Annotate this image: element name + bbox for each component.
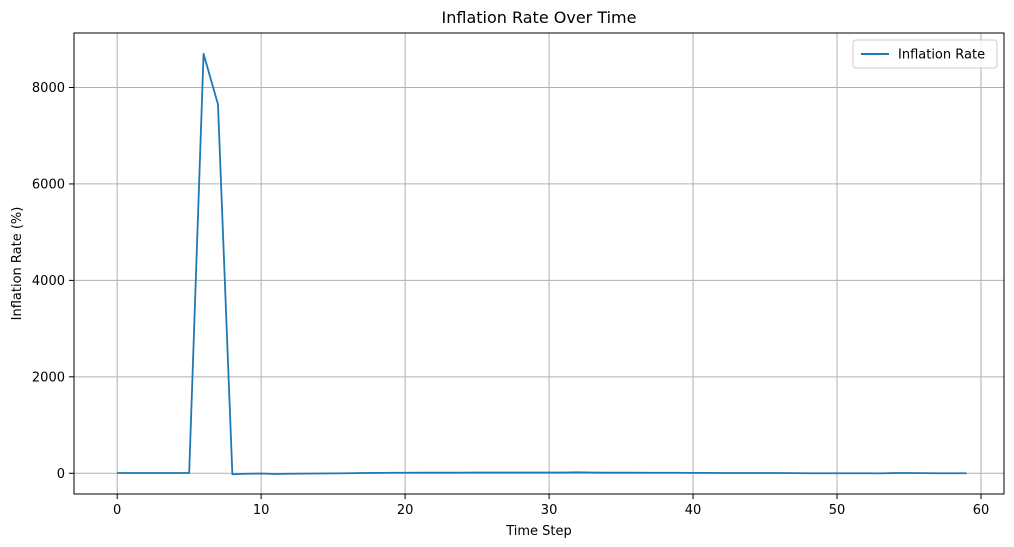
y-axis-ticks: 0 2000 4000 6000 8000 bbox=[32, 81, 74, 482]
y-axis-label: Inflation Rate (%) bbox=[10, 207, 25, 321]
plot-frame bbox=[73, 32, 1005, 495]
series-layer bbox=[117, 52, 967, 476]
y-tick-label: 6000 bbox=[32, 177, 65, 192]
x-tick-label: 20 bbox=[397, 503, 414, 518]
legend-label: Inflation Rate bbox=[898, 48, 985, 63]
y-tick-label: 2000 bbox=[32, 370, 65, 385]
legend: Inflation Rate bbox=[852, 39, 998, 69]
chart-title: Inflation Rate Over Time bbox=[442, 8, 637, 27]
x-tick-label: 50 bbox=[829, 503, 846, 518]
legend-box bbox=[852, 39, 998, 69]
y-tick-label: 8000 bbox=[32, 81, 65, 96]
grid-lines bbox=[74, 33, 1004, 494]
y-tick-label: 0 bbox=[57, 467, 65, 482]
y-tick-label: 4000 bbox=[32, 274, 65, 289]
x-tick-label: 40 bbox=[685, 503, 702, 518]
x-tick-label: 10 bbox=[253, 503, 270, 518]
x-tick-label: 60 bbox=[973, 503, 990, 518]
series-line-inflation-rate bbox=[117, 52, 967, 476]
x-tick-label: 30 bbox=[541, 503, 558, 518]
x-tick-label: 0 bbox=[113, 503, 121, 518]
x-axis-label: Time Step bbox=[505, 524, 572, 539]
x-axis-ticks: 0 10 20 30 40 50 60 bbox=[113, 494, 989, 518]
